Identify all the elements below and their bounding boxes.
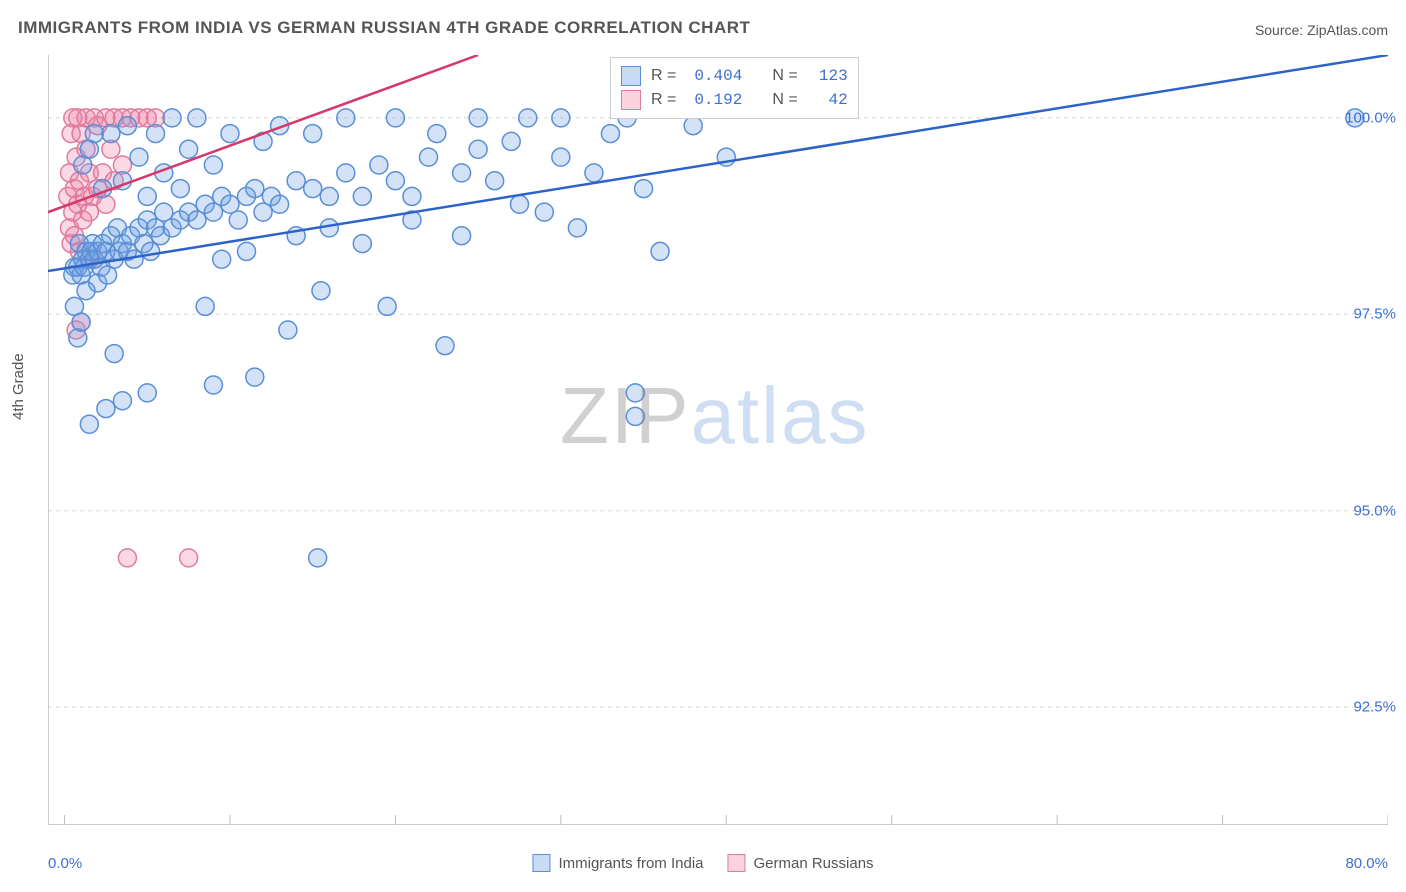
stats-row-series1: R = 0.404 N = 123 [621, 64, 848, 88]
legend-label: Immigrants from India [558, 855, 703, 872]
r-value: 0.404 [686, 67, 742, 85]
legend-label: German Russians [754, 855, 874, 872]
n-label: N = [772, 91, 797, 109]
r-label: R = [651, 91, 676, 109]
n-value: 123 [808, 67, 848, 85]
swatch-icon [621, 90, 641, 110]
y-tick-label: 95.0% [1353, 502, 1396, 519]
scatter-plot [48, 55, 1388, 825]
y-tick-label: 100.0% [1345, 109, 1396, 126]
source-attribution: Source: ZipAtlas.com [1255, 22, 1388, 38]
y-axis-label: 4th Grade [10, 353, 27, 420]
n-value: 42 [808, 91, 848, 109]
stats-row-series2: R = 0.192 N = 42 [621, 88, 848, 112]
legend-item-series2: German Russians [728, 854, 874, 872]
chart-title: IMMIGRANTS FROM INDIA VS GERMAN RUSSIAN … [18, 18, 750, 38]
x-tick-max: 80.0% [1345, 855, 1388, 872]
swatch-icon [728, 854, 746, 872]
swatch-icon [621, 66, 641, 86]
y-tick-label: 92.5% [1353, 699, 1396, 716]
swatch-icon [532, 854, 550, 872]
legend-item-series1: Immigrants from India [532, 854, 703, 872]
x-axis-row: 0.0% Immigrants from India German Russia… [0, 848, 1406, 878]
n-label: N = [772, 67, 797, 85]
r-value: 0.192 [686, 91, 742, 109]
r-label: R = [651, 67, 676, 85]
stats-legend-box: R = 0.404 N = 123 R = 0.192 N = 42 [610, 57, 859, 119]
bottom-legend: Immigrants from India German Russians [532, 854, 873, 872]
y-tick-label: 97.5% [1353, 306, 1396, 323]
x-tick-min: 0.0% [48, 855, 82, 872]
